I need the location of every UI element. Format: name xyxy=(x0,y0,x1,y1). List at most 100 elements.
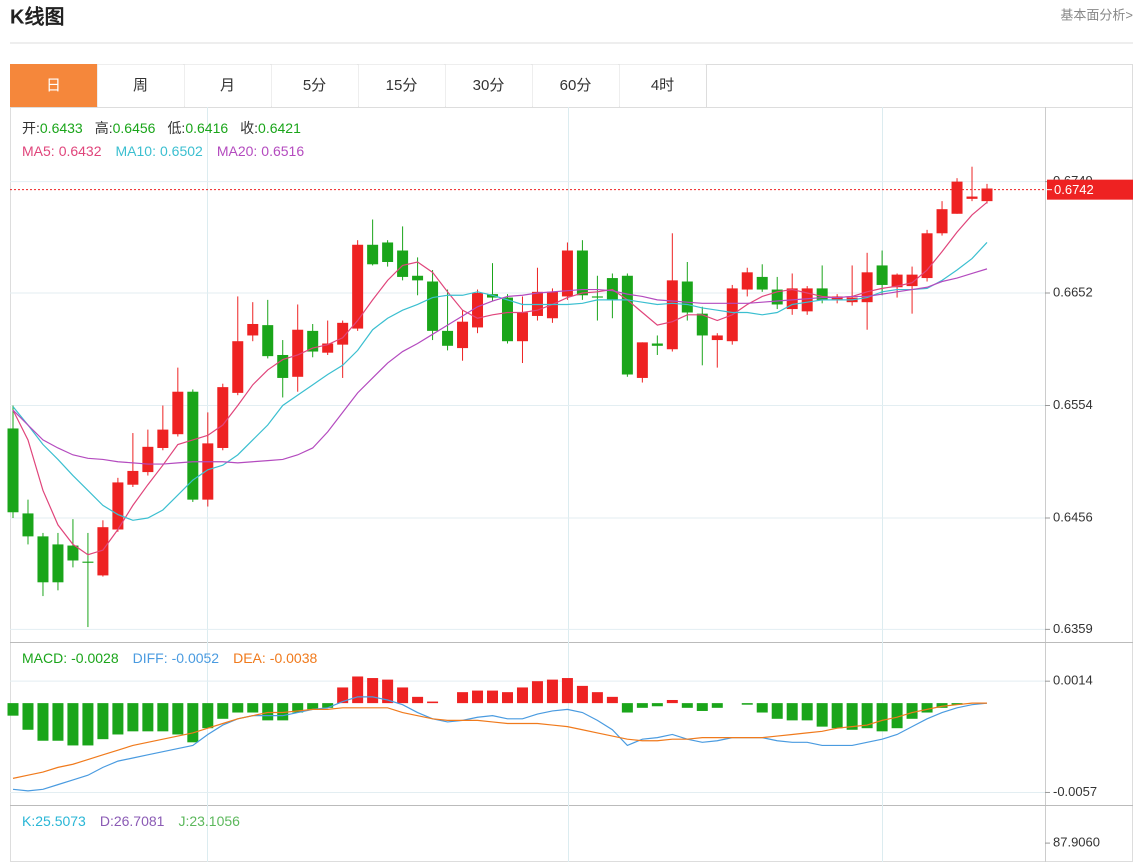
macd-bar xyxy=(561,678,573,704)
macd-bar xyxy=(606,696,618,704)
legend-name: K: xyxy=(22,813,35,829)
legend-name: J: xyxy=(178,813,189,829)
macd-bar xyxy=(352,676,364,704)
ma-line xyxy=(12,242,988,521)
candle-body xyxy=(262,325,274,357)
candle-body xyxy=(52,544,64,583)
tab-label[interactable]: 60分 xyxy=(560,77,592,94)
candle-body xyxy=(876,265,888,285)
tab-bg[interactable] xyxy=(184,64,271,107)
ma-line xyxy=(12,201,988,556)
macd-bar xyxy=(217,703,229,719)
candle-body xyxy=(172,391,184,435)
macd-bar xyxy=(412,696,424,704)
candle-body xyxy=(7,428,19,513)
macd-bar xyxy=(891,703,903,729)
legend-value: -0.0028 xyxy=(71,650,119,666)
macd-bar xyxy=(97,703,109,740)
candle-body xyxy=(936,209,948,234)
info-value: 0.6421 xyxy=(258,120,301,136)
macd-bar xyxy=(427,701,439,704)
y-tick-label: -0.0057 xyxy=(1053,784,1097,799)
tab-bg[interactable] xyxy=(10,64,97,107)
tab-bg[interactable] xyxy=(97,64,184,107)
macd-bar xyxy=(861,703,873,729)
candle-body xyxy=(82,561,94,563)
fundamental-link[interactable]: 基本面分析> xyxy=(1060,7,1133,22)
candle-body xyxy=(292,329,304,377)
macd-bar xyxy=(172,703,184,735)
candle-body xyxy=(651,343,663,346)
candle-body xyxy=(427,281,439,331)
legend-name: DIFF: xyxy=(133,650,168,666)
candle-body xyxy=(142,446,154,473)
candle-body xyxy=(232,341,244,393)
tab-label[interactable]: 5分 xyxy=(303,77,326,94)
legend-value: 0.6432 xyxy=(59,143,102,159)
candle-body xyxy=(756,276,768,290)
candle-body xyxy=(801,288,813,312)
candle-body xyxy=(771,289,783,305)
tab-label[interactable]: 4时 xyxy=(651,77,674,94)
tab-bar: 日 周 月 5分 15分 30分 60分 4时 xyxy=(10,64,707,107)
macd-bar xyxy=(786,703,798,721)
macd-bar xyxy=(876,703,888,732)
macd-bar xyxy=(681,703,693,708)
info-label: 低: xyxy=(167,120,185,136)
candle-body xyxy=(307,330,319,352)
macd-bar xyxy=(22,703,34,730)
legend-value: 0.6516 xyxy=(261,143,304,159)
candle-body xyxy=(816,288,828,300)
macd-bar xyxy=(232,703,244,713)
macd-bar xyxy=(666,699,678,704)
legend-value: 25.5073 xyxy=(35,813,86,829)
candle-body xyxy=(891,274,903,288)
tab-label[interactable]: 30分 xyxy=(473,77,505,94)
candle-body xyxy=(621,275,633,375)
tab-label[interactable]: 日 xyxy=(46,77,61,94)
macd-bar xyxy=(531,681,543,704)
legend-name: MA5: xyxy=(22,143,55,159)
tab-bg[interactable] xyxy=(532,64,619,107)
legend-name: DEA: xyxy=(233,650,266,666)
candle-body xyxy=(67,545,79,561)
candle-body xyxy=(591,296,603,298)
candle-body xyxy=(202,443,214,500)
macd-bar xyxy=(472,690,484,704)
macd-bar xyxy=(202,703,214,729)
macd-bar xyxy=(846,703,858,730)
info-label: 高: xyxy=(95,120,113,136)
candle-body xyxy=(906,274,918,287)
macd-bar xyxy=(187,703,199,743)
legend-name: MACD: xyxy=(22,650,67,666)
tab-label[interactable]: 月 xyxy=(220,77,235,94)
tab-bg[interactable] xyxy=(271,64,358,107)
macd-bar xyxy=(142,703,154,732)
macd-bar xyxy=(292,703,304,713)
macd-bar xyxy=(951,703,963,705)
tab-bg[interactable] xyxy=(358,64,445,107)
y-tick-label: 0.6359 xyxy=(1053,621,1093,636)
candle-body xyxy=(37,536,49,583)
tab-bg[interactable] xyxy=(619,64,706,107)
ma-line xyxy=(12,268,988,465)
tab-label[interactable]: 15分 xyxy=(386,77,418,94)
legend-value: -0.0052 xyxy=(172,650,220,666)
candle-body xyxy=(352,244,364,329)
candle-body xyxy=(501,297,513,342)
info-value: 0.6456 xyxy=(113,120,156,136)
macd-bar xyxy=(82,703,94,746)
macd-bar xyxy=(37,703,49,741)
tab-bg[interactable] xyxy=(445,64,532,107)
macd-bar xyxy=(501,692,513,704)
candle-body xyxy=(711,335,723,341)
candle-body xyxy=(367,244,379,265)
last-price-box xyxy=(1047,179,1133,200)
macd-bar xyxy=(831,703,843,729)
y-tick-label: 0.0014 xyxy=(1053,673,1093,688)
candle-body xyxy=(981,188,993,202)
candle-body xyxy=(472,292,484,328)
y-tick-label: 87.9060 xyxy=(1053,835,1100,850)
macd-bar xyxy=(322,703,334,708)
tab-label[interactable]: 周 xyxy=(133,77,148,94)
